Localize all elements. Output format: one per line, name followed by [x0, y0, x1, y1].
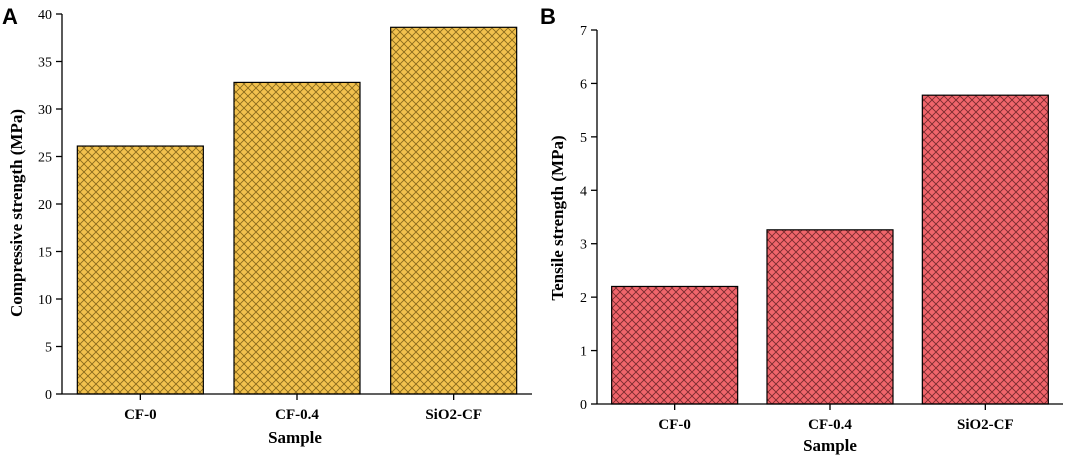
y-tick-label: 10	[38, 293, 52, 308]
x-tick-label: CF-0	[658, 417, 691, 433]
panel-b: B Tensile strength (MPa) Sample CF-0 CF-0…	[540, 4, 1063, 455]
bar-cf-0	[611, 285, 739, 405]
bar-cf-0-4	[233, 81, 361, 395]
x-axis-title: Sample	[268, 428, 322, 447]
y-tick-label: 25	[38, 151, 52, 166]
y-tick-label: 7	[580, 24, 587, 39]
y-axis-title: Tensile strength (MPa)	[548, 135, 567, 300]
panel-a: A Compressive strength (MPa) Sample CF-0…	[2, 4, 532, 447]
y-tick-label: 20	[38, 198, 52, 213]
y-tick-label: 1	[580, 345, 587, 360]
bar-cf-0-4	[766, 229, 894, 405]
bar-sio2-cf	[390, 26, 518, 395]
y-tick-label: 35	[38, 56, 52, 71]
y-tick-label: 0	[45, 388, 52, 403]
y-tick-label: 30	[38, 103, 52, 118]
y-tick-label: 15	[38, 246, 52, 261]
y-axis-title: Compressive strength (MPa)	[7, 109, 26, 317]
y-tick-label: 0	[580, 398, 587, 413]
x-tick-label: CF-0.4	[808, 417, 852, 433]
x-tick-label: SiO2-CF	[957, 417, 1014, 433]
y-tick-label: 5	[580, 131, 587, 146]
panel-label: B	[540, 4, 556, 29]
y-tick-label: 40	[38, 8, 52, 23]
bar-sio2-cf	[921, 94, 1049, 405]
y-tick-label: 2	[580, 291, 587, 306]
x-tick-label: SiO2-CF	[425, 407, 482, 423]
x-tick-label: CF-0.4	[275, 407, 319, 423]
x-axis-title: Sample	[803, 436, 857, 455]
y-tick-label: 4	[580, 184, 587, 199]
x-tick-label: CF-0	[124, 407, 157, 423]
y-tick-label: 5	[45, 341, 52, 356]
panel-label: A	[2, 4, 18, 29]
y-tick-label: 6	[580, 77, 587, 92]
y-tick-label: 3	[580, 238, 587, 253]
bar-cf-0	[76, 145, 204, 395]
